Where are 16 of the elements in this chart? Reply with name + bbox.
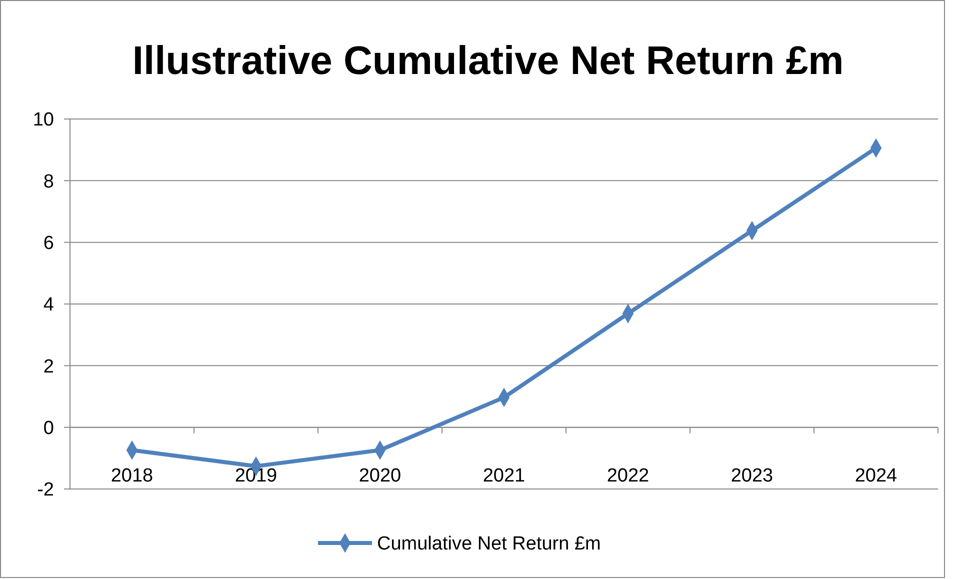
x-tick-label: 2019 — [234, 465, 278, 486]
y-tick-label: 8 — [43, 171, 54, 192]
x-tick-label: 2022 — [606, 465, 650, 486]
x-tick-label: 2020 — [358, 465, 402, 486]
y-tick-label: 4 — [43, 294, 54, 316]
y-tick-label: -2 — [37, 480, 54, 501]
y-tick-label: 2 — [43, 356, 54, 378]
y-tick-label: 10 — [32, 110, 54, 131]
x-tick-label: 2024 — [854, 465, 898, 486]
x-tick-label: 2018 — [110, 465, 154, 486]
x-tick-label: 2021 — [482, 465, 526, 486]
x-tick-label: 2023 — [730, 465, 774, 486]
chart-title: Illustrative Cumulative Net Return £m — [132, 39, 844, 83]
y-tick-label: 0 — [43, 418, 54, 439]
y-tick-label: 6 — [43, 232, 54, 254]
legend-label: Cumulative Net Return £m — [377, 534, 601, 555]
